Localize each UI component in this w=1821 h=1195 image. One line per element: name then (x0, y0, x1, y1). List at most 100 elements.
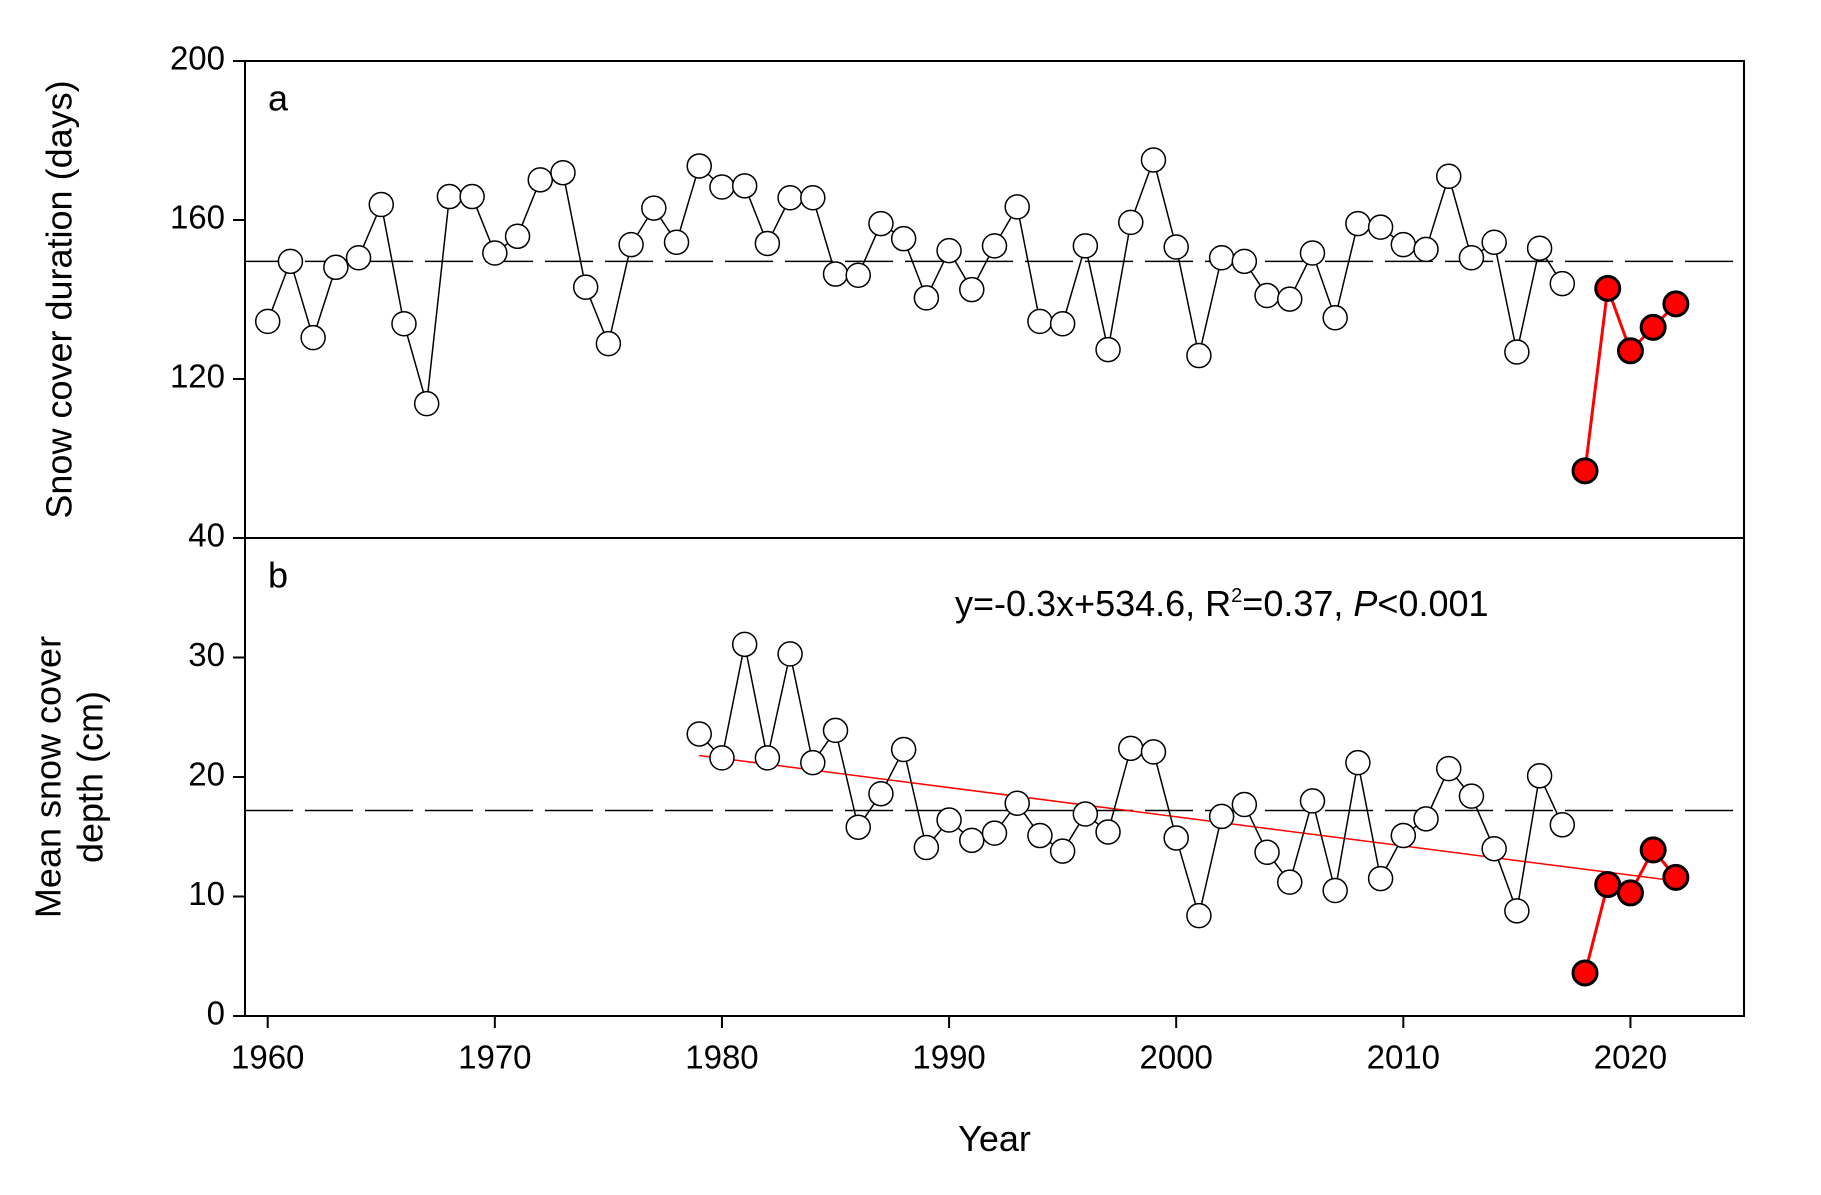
data-point (1163, 825, 1189, 851)
data-point (1072, 801, 1099, 827)
data-point (254, 308, 281, 335)
data-point (1367, 214, 1394, 240)
data-point (868, 780, 894, 807)
data-point (754, 745, 781, 771)
x-tick-label: 2020 (1594, 1039, 1667, 1076)
data-point (1616, 879, 1644, 907)
data-point (1140, 147, 1167, 173)
data-point (1004, 790, 1030, 817)
y-tick-label: 40 (188, 517, 225, 554)
data-point (1435, 163, 1462, 190)
series-line (1583, 287, 1677, 472)
annotation-part: =0.37, (1242, 583, 1353, 624)
x-tick-label: 2000 (1139, 1039, 1212, 1076)
data-point (1322, 305, 1348, 331)
data-point (1549, 270, 1576, 297)
data-point (300, 324, 326, 351)
data-point (959, 827, 985, 854)
y-tick-label: 200 (170, 40, 225, 77)
x-tick-label: 1980 (685, 1039, 758, 1076)
data-point (1367, 865, 1394, 892)
data-point (504, 223, 531, 250)
data-point (1231, 791, 1258, 818)
y-tick-label: 160 (170, 199, 225, 236)
data-point (1594, 871, 1622, 899)
x-tick-label: 1990 (912, 1039, 985, 1076)
x-tick-label: 2010 (1367, 1039, 1440, 1076)
data-point (1140, 739, 1167, 765)
data-point (686, 153, 712, 179)
data-point (981, 233, 1008, 259)
data-point (1322, 877, 1348, 904)
data-point (1254, 282, 1280, 309)
y-axis-label: depth (cm) (70, 691, 111, 863)
data-point (1481, 835, 1507, 862)
data-point (1571, 457, 1599, 485)
y-tick-label: 30 (188, 636, 225, 673)
data-point (845, 262, 871, 289)
data-point (1049, 838, 1076, 864)
series-line (267, 157, 1563, 404)
data-point (1208, 245, 1235, 271)
data-point (890, 736, 917, 763)
data-point (1118, 209, 1144, 236)
data-point (936, 807, 962, 833)
data-point (1049, 310, 1076, 337)
data-point (1458, 245, 1485, 271)
y-tick-label: 0 (207, 995, 225, 1032)
data-point (1345, 749, 1371, 776)
data-point (845, 814, 871, 840)
data-point (345, 245, 372, 271)
data-point (663, 229, 690, 256)
data-point (277, 248, 304, 275)
data-point (1027, 308, 1053, 335)
data-point (1526, 763, 1553, 789)
annotation-part: 2 (1231, 585, 1242, 607)
data-point (1186, 342, 1212, 369)
data-point (1277, 869, 1303, 895)
x-axis-label: Year (958, 1118, 1031, 1159)
data-point (1186, 902, 1212, 929)
data-point (1504, 339, 1530, 365)
x-tick-label: 1960 (231, 1039, 304, 1076)
data-point (1413, 236, 1439, 263)
data-point (1163, 234, 1189, 260)
series-line (698, 644, 1563, 919)
data-point (595, 330, 622, 357)
plot-frame (244, 60, 1745, 539)
data-point (1504, 898, 1530, 924)
data-point (1254, 839, 1280, 866)
data-point (1458, 783, 1485, 809)
data-point (1299, 240, 1326, 266)
data-point (777, 641, 803, 667)
y-tick-label: 10 (188, 875, 225, 912)
data-point (323, 254, 349, 281)
data-point (731, 173, 758, 199)
data-point (1118, 735, 1144, 762)
data-point (618, 231, 644, 258)
data-point (686, 721, 712, 747)
data-point (822, 717, 849, 744)
data-point (800, 184, 826, 211)
data-point (1299, 788, 1326, 814)
data-point (641, 195, 667, 221)
data-point (1004, 194, 1030, 220)
data-point (527, 167, 554, 193)
data-point (368, 191, 395, 218)
data-point (459, 183, 485, 210)
data-point (868, 210, 894, 237)
data-point (1481, 229, 1507, 256)
data-point (1662, 863, 1690, 891)
data-point (1027, 822, 1053, 849)
data-point (913, 834, 940, 861)
data-point (1594, 274, 1622, 302)
y-tick-label: 120 (170, 358, 225, 395)
data-point (1526, 235, 1553, 261)
data-point (436, 183, 463, 210)
data-point (1095, 336, 1121, 363)
annotation-part: P (1353, 583, 1377, 624)
annotation: y=-0.3x+534.6, R2=0.37, P<0.001 (955, 583, 1489, 624)
data-point (572, 274, 599, 300)
y-axis-label: Mean snow cover (28, 636, 69, 918)
data-point (1231, 248, 1258, 275)
